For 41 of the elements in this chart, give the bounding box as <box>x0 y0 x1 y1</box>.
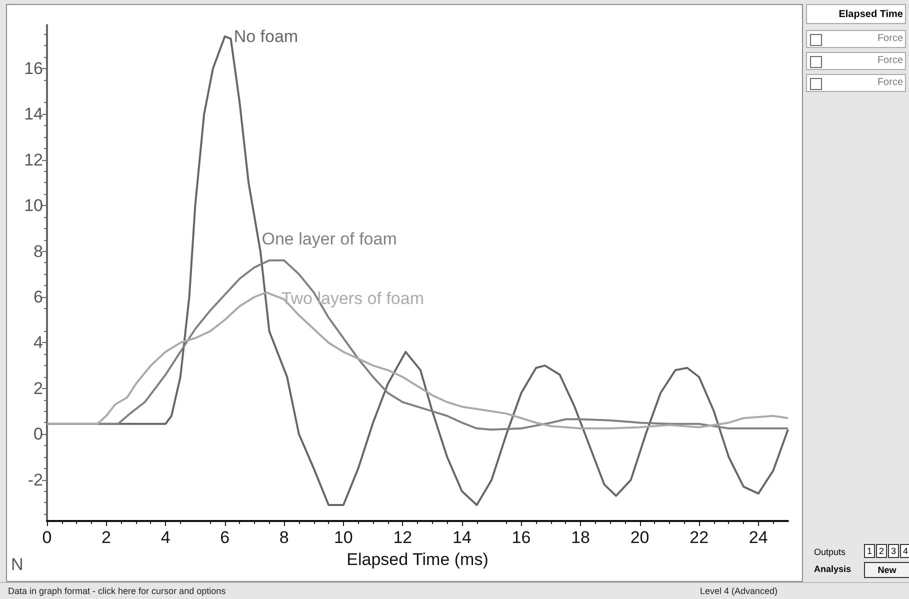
text: Force <box>806 52 906 70</box>
y-tick-label: 0 <box>34 424 43 444</box>
y-tick-label: 14 <box>24 104 43 124</box>
series-label: No foam <box>234 26 298 46</box>
y-tick-label: 8 <box>34 242 43 261</box>
x-tick-label: 6 <box>220 528 230 547</box>
y-tick-label: 16 <box>24 58 43 78</box>
y-tick-label: 6 <box>34 288 43 306</box>
x-tick-label: 18 <box>571 528 590 547</box>
x-tick-label: 8 <box>279 528 289 547</box>
text: Level 4 (Advanced) <box>700 586 778 596</box>
y-tick-label: 10 <box>24 196 43 216</box>
text: 3 <box>888 544 899 558</box>
x-tick-label: 20 <box>630 528 650 547</box>
y-axis-title: N <box>11 555 24 574</box>
x-tick-label: 14 <box>452 528 472 547</box>
x-tick-label: 12 <box>393 528 412 547</box>
text: 4 <box>900 544 909 558</box>
x-tick-label: 22 <box>690 528 709 547</box>
x-tick-label: 16 <box>512 528 531 547</box>
y-tick-label: 2 <box>34 378 43 398</box>
x-tick-label: 2 <box>102 528 112 547</box>
y-tick-label: -2 <box>28 470 43 490</box>
text: Outputs <box>814 547 846 557</box>
text: Analysis <box>814 564 852 574</box>
text: Force <box>806 74 906 92</box>
text: 1 <box>864 544 875 558</box>
text: Data in graph format - click here for cursor and options <box>8 586 226 596</box>
y-tick-label: 4 <box>34 333 43 352</box>
x-tick-label: 10 <box>334 528 353 547</box>
series-label: One layer of foam <box>262 229 397 248</box>
text: Elapsed Time <box>806 4 906 24</box>
text: Force <box>806 30 906 48</box>
x-axis-title: Elapsed Time (ms) <box>346 550 488 569</box>
y-tick-label: 12 <box>24 150 43 170</box>
x-tick-label: 24 <box>748 528 768 547</box>
text: 2 <box>876 544 887 558</box>
line-series <box>46 291 789 430</box>
text: New <box>864 562 909 578</box>
series-label: Two layers of foam <box>281 288 424 308</box>
x-tick-label: 4 <box>160 528 170 547</box>
